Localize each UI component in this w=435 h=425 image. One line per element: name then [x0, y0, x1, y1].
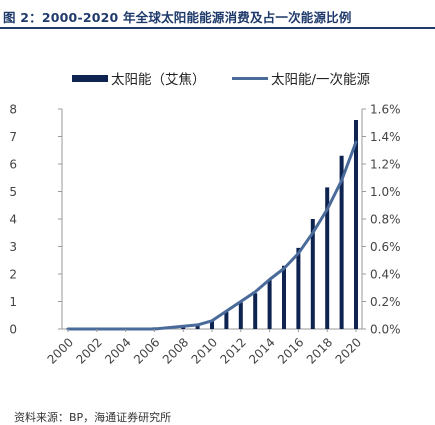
y-left-tick-label: 8 — [9, 103, 17, 117]
x-tick-label: 2000 — [45, 335, 76, 366]
x-tick-label: 2004 — [102, 335, 133, 366]
y-left-tick-label: 0 — [9, 323, 17, 337]
x-tick-label: 2020 — [333, 335, 364, 366]
y-right-tick-label: 1.6% — [370, 103, 401, 117]
source-note: 资料来源：BP，海通证券研究所 — [14, 409, 171, 425]
y-right-tick-label: 1.2% — [370, 158, 401, 172]
y-left-tick-label: 1 — [9, 295, 17, 309]
x-tick-label: 2002 — [73, 335, 104, 366]
bar — [239, 302, 243, 329]
bar — [282, 266, 286, 329]
y-left-tick-label: 4 — [9, 213, 17, 227]
y-left-tick-label: 3 — [9, 240, 17, 254]
x-tick-label: 2006 — [131, 335, 162, 366]
bar — [224, 312, 228, 329]
y-left-tick-label: 5 — [9, 185, 17, 199]
x-tick-label: 2018 — [304, 335, 335, 366]
y-right-tick-label: 0.8% — [370, 213, 401, 227]
x-tick-label: 2010 — [189, 335, 220, 366]
y-right-tick-label: 0.2% — [370, 295, 401, 309]
y-right-tick-label: 0.4% — [370, 268, 401, 282]
bar — [253, 293, 257, 329]
x-tick-label: 2014 — [246, 335, 277, 366]
x-tick-label: 2016 — [275, 335, 306, 366]
y-right-tick-label: 0.6% — [370, 240, 401, 254]
x-tick-label: 2012 — [217, 335, 248, 366]
bar — [354, 120, 358, 329]
x-tick-label: 2008 — [160, 335, 191, 366]
y-right-tick-label: 1.4% — [370, 130, 401, 144]
y-left-tick-label: 2 — [9, 268, 17, 282]
bar — [268, 280, 272, 330]
bar — [296, 248, 300, 329]
y-right-tick-label: 0.0% — [370, 323, 401, 337]
y-right-tick-label: 1.0% — [370, 185, 401, 199]
y-left-tick-label: 7 — [9, 130, 17, 144]
y-left-tick-label: 6 — [9, 158, 17, 172]
